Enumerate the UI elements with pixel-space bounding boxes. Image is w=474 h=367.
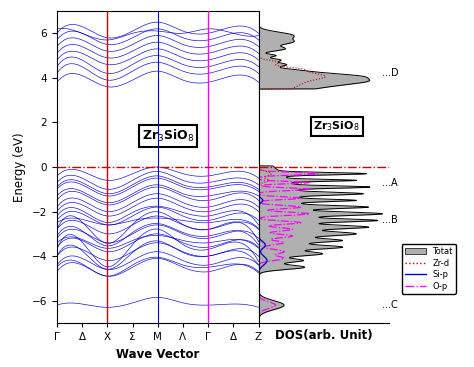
- Text: Zr$_3$SiO$_8$: Zr$_3$SiO$_8$: [142, 128, 194, 144]
- Text: ...C: ...C: [383, 300, 398, 310]
- Text: ...D: ...D: [383, 68, 399, 79]
- Y-axis label: Energy (eV): Energy (eV): [13, 132, 26, 202]
- Text: ...A: ...A: [383, 178, 398, 188]
- X-axis label: DOS(arb. Unit): DOS(arb. Unit): [275, 328, 373, 342]
- Text: Zr$_3$SiO$_8$: Zr$_3$SiO$_8$: [313, 120, 360, 133]
- X-axis label: Wave Vector: Wave Vector: [116, 348, 200, 360]
- Legend: Totat, Zr-d, Si-p, O-p: Totat, Zr-d, Si-p, O-p: [401, 244, 456, 294]
- Text: ...B: ...B: [383, 215, 398, 225]
